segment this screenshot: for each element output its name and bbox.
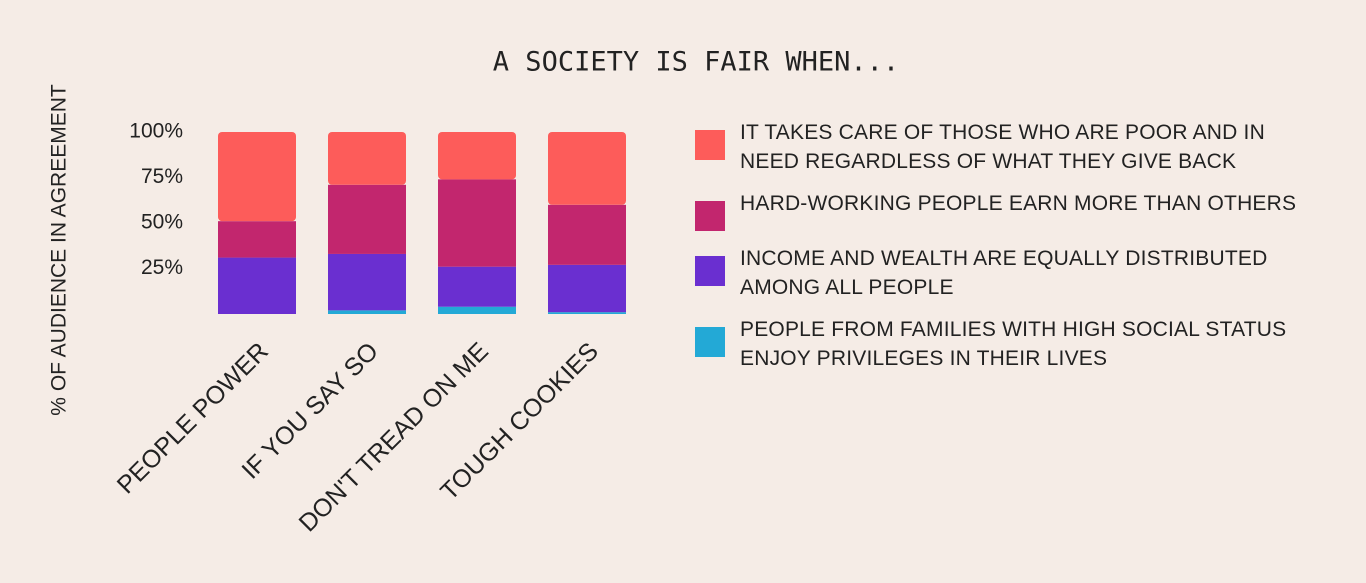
legend-item: IT TAKES CARE OF THOSE WHO ARE POOR AND … <box>695 118 1335 176</box>
x-tick-label: DON'T TREAD ON ME <box>294 337 494 537</box>
legend-item: INCOME AND WEALTH ARE EQUALLY DISTRIBUTE… <box>695 244 1335 302</box>
bar-segment <box>438 306 516 314</box>
y-axis-label: % OF AUDIENCE IN AGREEMENT <box>48 84 71 416</box>
legend-swatch <box>695 327 725 357</box>
legend-swatch <box>695 201 725 231</box>
bar-segment <box>438 179 516 267</box>
y-tick-label: 100% <box>129 120 183 143</box>
legend-swatch <box>695 256 725 286</box>
bar-segment <box>218 257 296 314</box>
legend-item: HARD-WORKING PEOPLE EARN MORE THAN OTHER… <box>695 189 1335 231</box>
bar-segment <box>548 132 626 205</box>
legend-item: PEOPLE FROM FAMILIES WITH HIGH SOCIAL ST… <box>695 315 1335 373</box>
bar-segment <box>548 312 626 314</box>
bar-segment <box>328 310 406 314</box>
legend-label: PEOPLE FROM FAMILIES WITH HIGH SOCIAL ST… <box>740 318 1287 370</box>
legend-swatch <box>695 130 725 160</box>
bar-segment <box>438 132 516 180</box>
y-tick-label: 50% <box>141 211 183 234</box>
y-tick-label: 75% <box>141 165 183 188</box>
bar-segment <box>328 253 406 311</box>
bar-segment <box>548 264 626 313</box>
legend-label: HARD-WORKING PEOPLE EARN MORE THAN OTHER… <box>740 192 1297 215</box>
legend: IT TAKES CARE OF THOSE WHO ARE POOR AND … <box>695 118 1335 386</box>
bar-segment <box>328 184 406 254</box>
legend-label: INCOME AND WEALTH ARE EQUALLY DISTRIBUTE… <box>740 247 1268 299</box>
chart-title: A SOCIETY IS FAIR WHEN... <box>493 47 899 78</box>
y-tick-label: 25% <box>141 256 183 279</box>
legend-label: IT TAKES CARE OF THOSE WHO ARE POOR AND … <box>740 121 1265 173</box>
bar-segment <box>218 221 296 258</box>
bar-segment <box>438 266 516 307</box>
bar-segment <box>218 132 296 222</box>
bar-segment <box>548 204 626 265</box>
bar-segment <box>328 132 406 185</box>
